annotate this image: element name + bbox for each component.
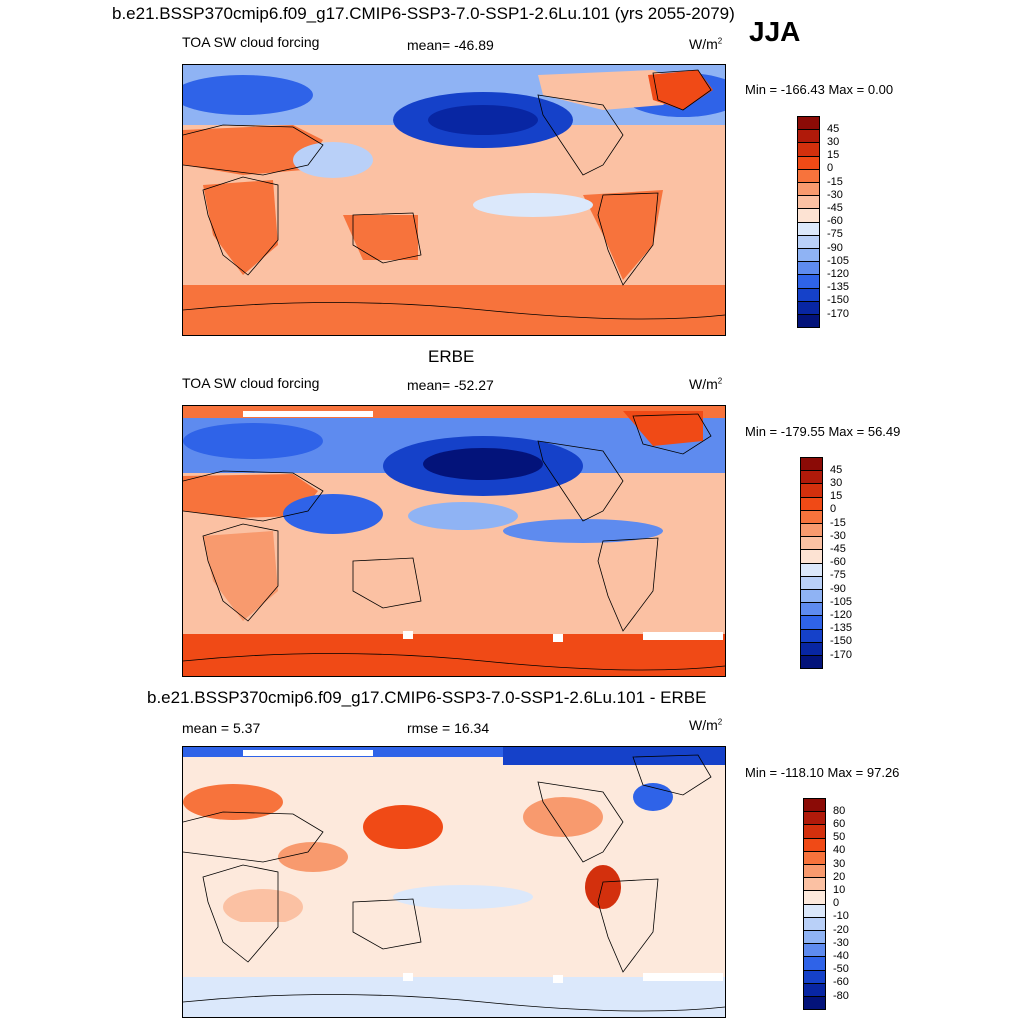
colorbar-tick-label: -90 bbox=[830, 582, 846, 595]
colorbar-tick-label: -60 bbox=[827, 215, 843, 228]
colorbar-tick-label: -30 bbox=[830, 529, 846, 542]
colorbar-tick-label: 0 bbox=[833, 897, 840, 910]
panel-minmax-label: Min = -118.10 Max = 97.26 bbox=[745, 765, 900, 780]
colorbar-tick-label: 0 bbox=[830, 503, 837, 516]
colorbar-tick-label: -20 bbox=[833, 923, 849, 936]
panel-mean-label: mean= -52.27 bbox=[407, 377, 494, 393]
panel-mean-label: mean= -46.89 bbox=[407, 37, 494, 53]
colorbar-tick-label: -150 bbox=[827, 294, 850, 307]
colorbar-tick-label: -15 bbox=[827, 175, 843, 188]
colorbar-tick-label: -30 bbox=[827, 188, 843, 201]
colorbar-tick-label: 40 bbox=[833, 844, 846, 857]
figure-title: b.e21.BSSP370cmip6.f09_g17.CMIP6-SSP3-7.… bbox=[112, 4, 735, 23]
colorbar-tick-label: -10 bbox=[833, 910, 849, 923]
colorbar-tick-label: 60 bbox=[833, 817, 846, 830]
colorbar-tick-label: -120 bbox=[830, 608, 853, 621]
map-plot bbox=[182, 746, 726, 1018]
map-plot bbox=[182, 64, 726, 336]
colorbar-tick-label: 20 bbox=[833, 870, 846, 883]
colorbar-tick-label: 30 bbox=[827, 135, 840, 148]
colorbar-tick-label: -150 bbox=[830, 635, 853, 648]
colorbar-tick-label: 15 bbox=[830, 490, 843, 503]
colorbar-tick-label: -75 bbox=[830, 569, 846, 582]
colorbar-tick-label: -45 bbox=[830, 542, 846, 555]
colorbar-frame bbox=[797, 116, 820, 329]
colorbar-tick-label: -45 bbox=[827, 201, 843, 214]
panel-rmse-label: rmse = 16.34 bbox=[407, 720, 490, 736]
panel-title: ERBE bbox=[428, 347, 475, 366]
colorbar-tick-label: -80 bbox=[833, 989, 849, 1002]
colorbar-tick-label: -105 bbox=[827, 254, 850, 267]
colorbar-tick-label: -15 bbox=[830, 516, 846, 529]
colorbar-frame bbox=[803, 798, 826, 1011]
colorbar-tick-label: 50 bbox=[833, 831, 846, 844]
panel-left-label: TOA SW cloud forcing bbox=[182, 34, 320, 50]
colorbar-tick-label: 45 bbox=[830, 463, 843, 476]
colorbar-tick-label: 0 bbox=[827, 162, 834, 175]
colorbar-tick-label: 15 bbox=[827, 149, 840, 162]
colorbar-tick-label: -105 bbox=[830, 595, 853, 608]
panel-minmax-label: Min = -179.55 Max = 56.49 bbox=[745, 424, 901, 439]
map-plot bbox=[182, 405, 726, 677]
panel-title: b.e21.BSSP370cmip6.f09_g17.CMIP6-SSP3-7.… bbox=[147, 688, 707, 707]
colorbar-tick-label: 45 bbox=[827, 122, 840, 135]
colorbar-tick-label: 10 bbox=[833, 883, 846, 896]
colorbar-tick-label: -90 bbox=[827, 241, 843, 254]
season-label: JJA bbox=[749, 16, 801, 47]
colorbar-tick-label: -60 bbox=[830, 556, 846, 569]
colorbar-tick-label: -135 bbox=[830, 622, 853, 635]
panel-units-label: W/m2 bbox=[689, 717, 723, 733]
panel-units-label: W/m2 bbox=[689, 36, 723, 52]
colorbar-tick-label: -170 bbox=[830, 648, 853, 661]
panel-minmax-label: Min = -166.43 Max = 0.00 bbox=[745, 82, 894, 97]
colorbar-tick-label: -40 bbox=[833, 949, 849, 962]
colorbar-tick-label: -30 bbox=[833, 936, 849, 949]
colorbar-tick-label: -135 bbox=[827, 281, 850, 294]
panel-left-label: TOA SW cloud forcing bbox=[182, 375, 320, 391]
colorbar-tick-label: -50 bbox=[833, 963, 849, 976]
colorbar-tick-label: 80 bbox=[833, 804, 846, 817]
colorbar-tick-label: 30 bbox=[830, 476, 843, 489]
colorbar-tick-label: -75 bbox=[827, 228, 843, 241]
colorbar-tick-label: -60 bbox=[833, 976, 849, 989]
colorbar-tick-label: -170 bbox=[827, 307, 850, 320]
colorbar-tick-label: 30 bbox=[833, 857, 846, 870]
panel-units-label: W/m2 bbox=[689, 376, 723, 392]
panel-mean-label: mean = 5.37 bbox=[182, 720, 261, 736]
colorbar-frame bbox=[800, 457, 823, 670]
colorbar-tick-label: -120 bbox=[827, 267, 850, 280]
